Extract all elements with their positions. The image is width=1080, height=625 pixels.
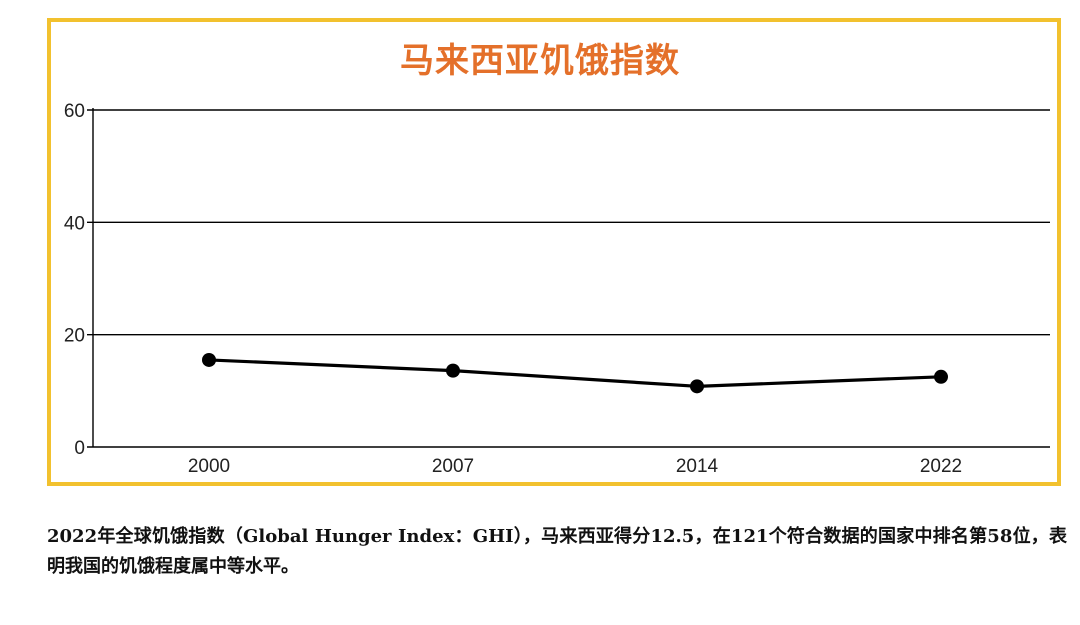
- y-tick-label: 40: [64, 213, 85, 234]
- chart-frame: [47, 18, 1061, 486]
- y-tick-label: 0: [74, 438, 85, 459]
- y-tick-label: 60: [64, 101, 85, 122]
- line-chart: 0 20 40 60 2000 2007 2014 2022: [64, 101, 1050, 477]
- caption-text: 2022年全球饥饿指数（Global Hunger Index：GHI），马来西…: [47, 526, 1067, 577]
- x-tick-label: 2000: [188, 456, 230, 477]
- y-tick-label: 20: [64, 326, 85, 347]
- data-point: [202, 352, 216, 367]
- x-tick-label: 2007: [432, 456, 474, 477]
- series-line: [208, 358, 942, 388]
- data-point: [690, 379, 704, 394]
- chart-title: 马来西亚饥饿指数: [400, 41, 680, 81]
- gridlines: [87, 109, 1050, 448]
- x-tick-label: 2014: [676, 456, 719, 477]
- data-point: [446, 363, 460, 378]
- data-point: [934, 369, 948, 384]
- series: [202, 352, 948, 394]
- y-tick-labels: 0 20 40 60: [64, 101, 85, 459]
- x-tick-labels: 2000 2007 2014 2022: [188, 456, 962, 477]
- x-tick-label: 2022: [920, 456, 962, 477]
